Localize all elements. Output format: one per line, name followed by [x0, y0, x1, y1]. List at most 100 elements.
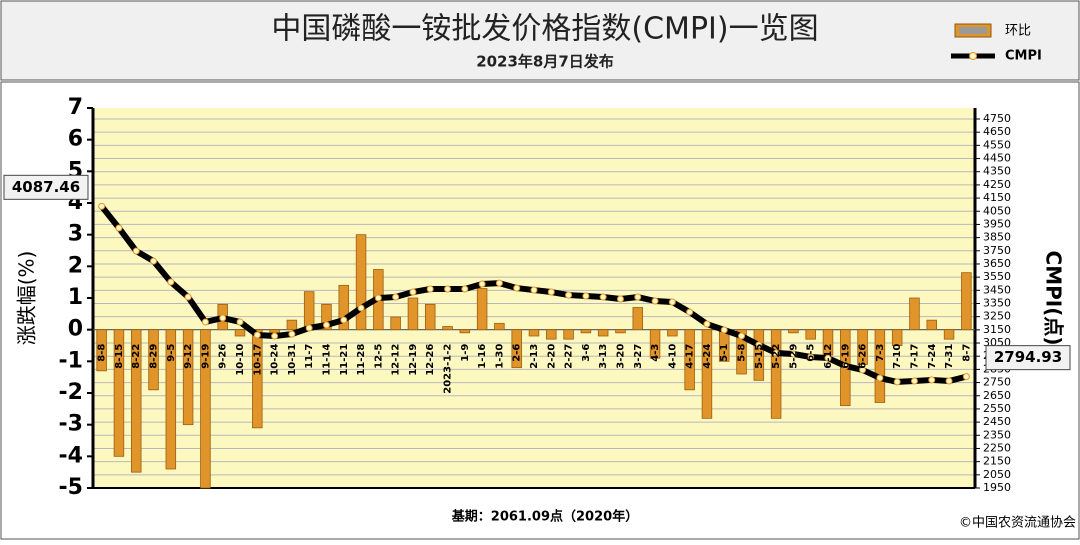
- y-tick-label: -4: [59, 443, 83, 468]
- y2-tick-label: 2550: [983, 402, 1011, 415]
- y2-tick-label: 4650: [983, 125, 1011, 138]
- x-tick-label: 1-9: [460, 344, 471, 362]
- y2-tick-label: 4750: [983, 112, 1011, 125]
- x-tick-label: 2-27: [564, 344, 575, 369]
- x-tick-label: 11-28: [356, 344, 367, 376]
- cmpi-point: [720, 326, 728, 334]
- x-tick-label: 2023-1-2: [443, 344, 454, 394]
- bar: [805, 329, 816, 340]
- x-tick-label: 12-12: [391, 344, 402, 376]
- bar: [874, 329, 886, 403]
- cmpi-point: [271, 332, 279, 340]
- bar: [476, 288, 488, 331]
- footnote: 基期：2061.09点（2020年）: [451, 509, 638, 525]
- cmpi-point: [357, 304, 365, 312]
- cmpi-point: [565, 291, 573, 299]
- x-tick-label: 11-7: [304, 344, 315, 369]
- y-axis-label: 涨跌幅(%): [15, 251, 39, 346]
- x-tick-label: 8-22: [131, 344, 142, 369]
- bar: [252, 329, 263, 429]
- bar: [736, 329, 747, 375]
- y2-tick-label: 3250: [983, 310, 1011, 323]
- x-tick-label: 6-12: [823, 344, 834, 369]
- x-tick-label: 11-21: [339, 344, 350, 376]
- cmpi-point: [219, 314, 227, 322]
- bar: [615, 329, 626, 334]
- bar: [200, 329, 211, 489]
- y2-tick-label: 2150: [983, 455, 1011, 468]
- x-tick-label: 3-27: [633, 344, 644, 369]
- bar: [442, 326, 453, 331]
- cmpi-point: [426, 285, 434, 293]
- cmpi-point: [616, 295, 624, 303]
- cmpi-point: [322, 321, 330, 329]
- x-tick-label: 7-3: [875, 344, 886, 362]
- bar: [753, 329, 765, 381]
- legend-label: 环比: [1005, 24, 1031, 39]
- x-tick-label: 12-26: [425, 344, 436, 376]
- x-tick-label: 8-7: [961, 344, 972, 362]
- x-tick-label: 12-19: [408, 344, 419, 376]
- y-tick-label: 2: [68, 253, 83, 278]
- cmpi-point: [184, 293, 192, 301]
- y2-tick-label: 3750: [983, 244, 1011, 257]
- bar: [130, 329, 142, 473]
- x-tick-label: 9-12: [183, 344, 194, 369]
- cmpi-point: [340, 316, 348, 324]
- bar: [424, 303, 436, 331]
- y2-tick-label: 2650: [983, 389, 1011, 402]
- bar: [788, 329, 799, 334]
- x-tick-label: 10-24: [270, 344, 281, 376]
- chart-subtitle: 2023年8月7日发布: [476, 53, 614, 71]
- plot-area: [93, 108, 975, 488]
- cmpi-point: [772, 349, 780, 357]
- cmpi-point: [634, 293, 642, 301]
- bar: [165, 329, 177, 470]
- cmpi-point: [201, 318, 209, 326]
- cmpi-point: [945, 377, 953, 385]
- bar: [943, 329, 955, 340]
- cmpi-point: [841, 362, 849, 370]
- cmpi-point: [668, 298, 676, 306]
- x-tick-label: 12-5: [373, 344, 384, 369]
- header-box: [0, 0, 1080, 81]
- bar: [407, 297, 419, 331]
- y2-tick-label: 4550: [983, 138, 1011, 151]
- y-tick-label: 0: [68, 317, 83, 342]
- cmpi-point: [392, 293, 400, 301]
- bar: [926, 319, 938, 331]
- y-tick-label: 6: [68, 127, 83, 152]
- cmpi-point: [738, 332, 746, 340]
- y2-tick-label: 4350: [983, 165, 1011, 178]
- x-tick-label: 10-10: [235, 344, 246, 376]
- x-tick-label: 3-20: [615, 344, 626, 369]
- cmpi-point: [288, 330, 296, 338]
- y2-tick-label: 3850: [983, 231, 1011, 244]
- bar: [528, 329, 540, 337]
- cmpi-point: [167, 278, 175, 286]
- bar: [234, 329, 246, 337]
- x-tick-label: 4-10: [667, 344, 678, 369]
- y2-tick-label: 2450: [983, 415, 1011, 428]
- cmpi-point: [893, 378, 901, 386]
- bar: [891, 329, 903, 346]
- bar: [269, 329, 280, 334]
- y2-tick-label: 4450: [983, 152, 1011, 165]
- bar: [96, 329, 107, 372]
- y2-tick-label: 1950: [983, 481, 1011, 494]
- x-tick-label: 5-29: [788, 344, 799, 369]
- cmpi-point: [461, 285, 469, 293]
- bar: [494, 322, 505, 331]
- cmpi-point: [686, 308, 694, 316]
- bar: [597, 329, 609, 337]
- y2-tick-label: 2250: [983, 441, 1011, 454]
- bar: [909, 297, 920, 331]
- callout-label: 2794.93: [994, 348, 1062, 366]
- x-tick-label: 6-26: [858, 344, 869, 369]
- cmpi-point: [530, 286, 538, 294]
- cmpi-point: [703, 320, 711, 328]
- chart-title: 中国磷酸一铵批发价格指数(CMPI)一览图: [271, 12, 818, 47]
- cmpi-point: [547, 288, 555, 296]
- cmpi-point: [409, 288, 417, 296]
- callout-box: [3, 174, 89, 200]
